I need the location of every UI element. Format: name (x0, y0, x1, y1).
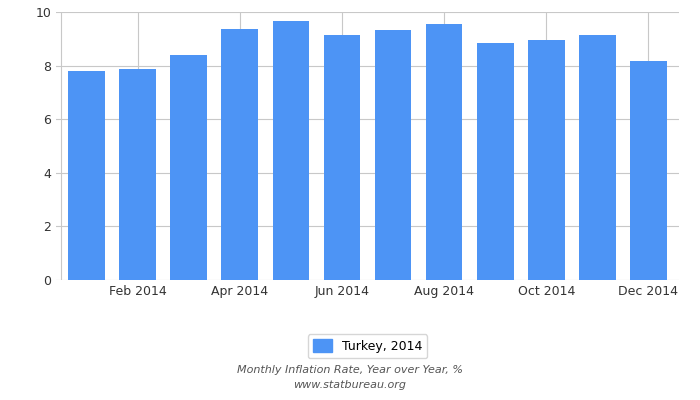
Bar (579, 35, 616, 280)
Text: www.statbureau.org: www.statbureau.org (293, 380, 407, 390)
Bar (272, 21, 309, 280)
Legend: Turkey, 2014: Turkey, 2014 (308, 334, 427, 358)
Bar (477, 42, 514, 280)
Bar (630, 61, 666, 280)
Bar (69, 71, 105, 280)
Bar (119, 68, 156, 280)
Bar (170, 55, 207, 280)
Bar (323, 34, 360, 280)
Text: Monthly Inflation Rate, Year over Year, %: Monthly Inflation Rate, Year over Year, … (237, 365, 463, 375)
Bar (528, 40, 565, 280)
Bar (374, 30, 412, 280)
Bar (221, 29, 258, 280)
Bar (426, 24, 463, 280)
